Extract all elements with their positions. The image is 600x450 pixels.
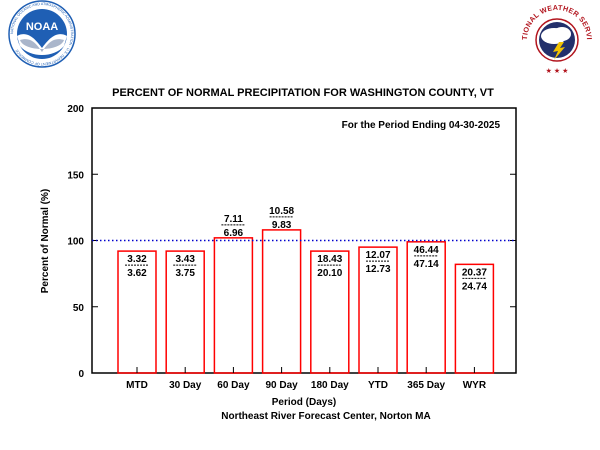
normal-value-label: 47.14 xyxy=(414,259,439,270)
observed-value-label: 3.32 xyxy=(127,254,147,265)
x-tick-label: 365 Day xyxy=(407,380,445,391)
footer-credit: Northeast River Forecast Center, Norton … xyxy=(221,411,431,422)
observed-value-label: 7.11 xyxy=(224,214,243,225)
x-tick-label: 90 Day xyxy=(265,380,298,391)
chart-title: PERCENT OF NORMAL PRECIPITATION FOR WASH… xyxy=(112,87,494,99)
y-tick-label: 100 xyxy=(67,237,84,248)
y-tick-label: 150 xyxy=(67,170,84,181)
observed-value-label: 12.07 xyxy=(365,250,390,261)
x-tick-label: MTD xyxy=(126,380,148,391)
x-tick-label: YTD xyxy=(368,380,388,391)
normal-value-label: 24.74 xyxy=(462,281,487,292)
bars-layer: 3.32 3.62 3.43 3.75 7.11 6.96 10.58 9.83 18.43 20… xyxy=(117,206,495,374)
x-tick-label: 30 Day xyxy=(169,380,202,391)
observed-value-label: 10.58 xyxy=(269,206,294,217)
x-axis: MTD 30 Day 60 Day 90 Day 180 Day YTD 365 Day WY… xyxy=(126,367,487,391)
y-tick-label: 50 xyxy=(73,303,85,314)
x-tick-label: 60 Day xyxy=(217,380,250,391)
normal-value-label: 9.83 xyxy=(272,220,292,231)
x-axis-title: Period (Days) xyxy=(272,397,336,408)
nws-logo: NATIONAL WEATHER SERVICE ★ ★ ★ xyxy=(520,3,594,75)
normal-value-label: 6.96 xyxy=(224,228,244,239)
x-tick-label: 180 Day xyxy=(311,380,349,391)
bar-60-day xyxy=(213,237,254,374)
y-tick-label: 0 xyxy=(78,369,84,380)
normal-value-label: 12.73 xyxy=(365,264,390,275)
noaa-logo: NOAA NATIONAL OCEANIC AND ATMOSPHERIC AD… xyxy=(8,0,76,68)
noaa-logo-text: NOAA xyxy=(26,21,58,33)
y-axis: 0 50 100 150 200 xyxy=(67,104,516,380)
observed-value-label: 18.43 xyxy=(317,254,342,265)
normal-value-label: 3.75 xyxy=(175,268,195,279)
y-tick-label: 200 xyxy=(67,104,84,115)
x-tick-label: WYR xyxy=(463,380,487,391)
observed-value-label: 46.44 xyxy=(414,245,439,256)
normal-value-label: 20.10 xyxy=(317,268,342,279)
observed-value-label: 3.43 xyxy=(175,254,195,265)
observed-value-label: 20.37 xyxy=(462,267,487,278)
normal-value-label: 3.62 xyxy=(127,268,147,279)
period-annotation: For the Period Ending 04-30-2025 xyxy=(342,120,501,131)
bar-90-day xyxy=(261,229,302,374)
y-axis-title: Percent of Normal (%) xyxy=(40,189,51,293)
svg-text:★ ★ ★: ★ ★ ★ xyxy=(546,67,569,75)
